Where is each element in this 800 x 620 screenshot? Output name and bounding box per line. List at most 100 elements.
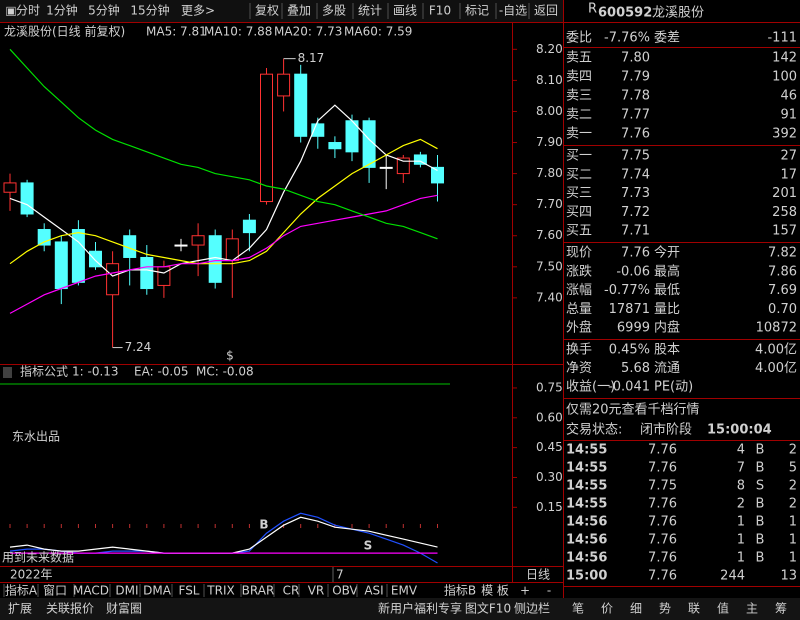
tab[interactable]: CR: [283, 584, 300, 598]
stat-label: PE(动): [654, 380, 693, 395]
y-tick-label: 7.90: [536, 135, 563, 149]
y-tick-label: 7.80: [536, 166, 563, 180]
tick-time: 14:56: [566, 533, 607, 548]
book-price: 7.78: [621, 89, 650, 104]
stat-value: 10872: [756, 321, 797, 336]
y-tick-label: 8.20: [536, 42, 563, 56]
book-price: 7.79: [621, 70, 650, 85]
indicator-menu-icon[interactable]: [3, 367, 12, 378]
low-annotation: 7.24: [125, 340, 152, 354]
stat-label: 涨跌: [566, 263, 592, 279]
footer-tab[interactable]: 笔: [572, 601, 584, 616]
stat-value: 4.00亿: [755, 343, 797, 358]
tab[interactable]: 指标A: [5, 583, 38, 598]
tick-time: 15:00: [566, 569, 607, 584]
stock-code: 600592: [598, 6, 652, 21]
toolbar-button[interactable]: 统计: [358, 4, 382, 18]
indicator-title: 指标公式: [20, 364, 68, 379]
footer-f10[interactable]: 图文F10: [465, 601, 511, 616]
y-tick-label: 7.70: [536, 197, 563, 211]
tick-count: 5: [789, 461, 797, 476]
series-line: [9, 138, 438, 265]
tab[interactable]: -: [547, 584, 551, 598]
book-price: 7.71: [621, 224, 650, 239]
footer-sidebar[interactable]: 侧边栏: [514, 601, 550, 616]
footer-promo[interactable]: 新用户福利专享: [378, 601, 462, 616]
period-label[interactable]: 日线: [526, 568, 550, 582]
footer-tab[interactable]: 势: [659, 602, 671, 616]
book-price: 7.76: [621, 127, 650, 142]
stat-label: 换手: [566, 343, 592, 358]
candle-body: [191, 235, 205, 246]
book-volume: 91: [780, 108, 797, 123]
candle-body: [54, 241, 68, 290]
stat-value: -0.06: [616, 264, 650, 279]
tick-price: 7.76: [648, 515, 677, 530]
book-volume: 157: [772, 224, 797, 239]
tick-time: 14:55: [566, 461, 607, 476]
tab[interactable]: DMA: [143, 584, 172, 598]
tab[interactable]: BRAR: [242, 584, 275, 598]
tab[interactable]: DMI: [115, 584, 138, 598]
chart-title: 龙溪股份(日线 前复权): [4, 24, 125, 39]
tab[interactable]: ASI: [364, 584, 383, 598]
tab[interactable]: 指标B: [444, 583, 476, 598]
footer-bg: [0, 598, 800, 620]
tick-count: 2: [789, 479, 797, 494]
footer-tab[interactable]: 价: [601, 602, 613, 616]
toolbar-button[interactable]: 返回: [534, 4, 558, 18]
toolbar-button[interactable]: 1分钟: [46, 3, 78, 18]
toolbar-button[interactable]: 15分钟: [130, 3, 169, 18]
toolbar-button[interactable]: 标记: [465, 4, 489, 18]
tab[interactable]: EMV: [391, 584, 418, 598]
weibi-label: 委差: [654, 31, 680, 46]
toolbar-button[interactable]: F10: [429, 4, 451, 18]
tick-volume: 1: [737, 533, 745, 548]
toolbar-button[interactable]: 5分钟: [88, 3, 120, 18]
book-volume: 392: [772, 127, 797, 142]
sell-signal: S: [364, 539, 373, 553]
tab[interactable]: FSL: [179, 584, 200, 598]
toolbar-button[interactable]: -自选: [499, 4, 527, 18]
tab[interactable]: OBV: [332, 584, 358, 598]
toolbar-button[interactable]: 画线: [393, 4, 417, 18]
footer-tab[interactable]: 联: [688, 602, 700, 616]
candle-body: [157, 266, 171, 286]
footer-tab[interactable]: 值: [717, 601, 729, 616]
candle-body: [174, 244, 188, 247]
footer-button[interactable]: 关联报价: [46, 601, 94, 616]
tab[interactable]: MACD: [73, 584, 109, 598]
stat-label: 最低: [654, 283, 680, 298]
stat-label: 净资: [566, 361, 592, 376]
footer-button[interactable]: 扩展: [8, 602, 32, 616]
toolbar-button[interactable]: 复权: [255, 4, 279, 18]
stat-label: 总量: [566, 302, 592, 317]
stat-value: 0.45%: [609, 343, 650, 358]
stat-value: 6999: [617, 321, 650, 336]
footer-tab[interactable]: 主: [746, 602, 758, 616]
toolbar-button[interactable]: 叠加: [287, 4, 311, 18]
book-label: 卖五: [566, 51, 592, 66]
series-line: [9, 48, 438, 240]
footer-button[interactable]: 财富圈: [106, 601, 142, 616]
tick-volume: 1: [737, 551, 745, 566]
tab[interactable]: +: [520, 584, 530, 598]
footer-tab[interactable]: 细: [630, 602, 642, 616]
stat-label: 收益(一): [566, 380, 615, 395]
toolbar-button[interactable]: 分时: [16, 4, 40, 18]
tick-side: B: [756, 551, 765, 566]
tab[interactable]: TRIX: [206, 584, 234, 598]
tick-side: B: [756, 515, 765, 530]
footer-tab[interactable]: 筹: [775, 602, 787, 616]
candle-body: [242, 219, 256, 234]
toolbar-button[interactable]: 更多>: [181, 4, 215, 18]
promo[interactable]: 仅需20元查看千档行情: [566, 402, 700, 418]
tab[interactable]: VR: [308, 584, 325, 598]
stat-value: 0.70: [768, 302, 797, 317]
tab[interactable]: 窗口: [43, 584, 67, 598]
status-time: 15:00:04: [707, 423, 772, 438]
toolbar-button[interactable]: 多股: [322, 4, 346, 18]
stat-value: 7.76: [621, 246, 650, 261]
tab[interactable]: 模 板: [481, 584, 509, 598]
